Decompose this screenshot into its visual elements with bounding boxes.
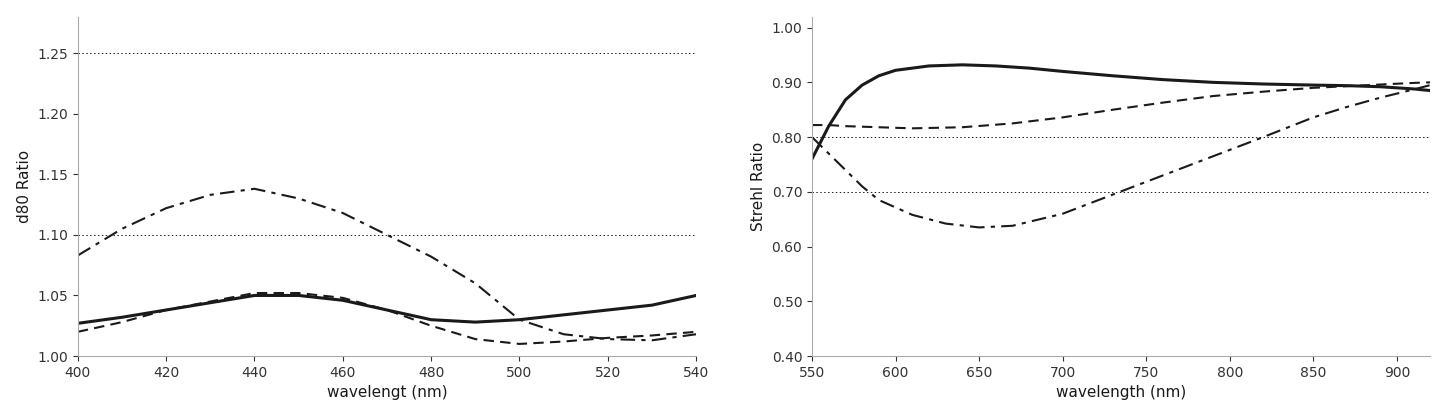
X-axis label: wavelengt (nm): wavelengt (nm) [327,385,447,400]
Y-axis label: Strehl Ratio: Strehl Ratio [751,142,765,231]
X-axis label: wavelength (nm): wavelength (nm) [1056,385,1187,400]
Y-axis label: d80 Ratio: d80 Ratio [17,150,32,223]
